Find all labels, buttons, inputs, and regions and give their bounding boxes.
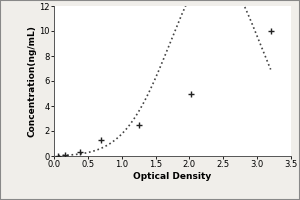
Y-axis label: Concentration(ng/mL): Concentration(ng/mL) xyxy=(28,25,37,137)
X-axis label: Optical Density: Optical Density xyxy=(134,172,212,181)
